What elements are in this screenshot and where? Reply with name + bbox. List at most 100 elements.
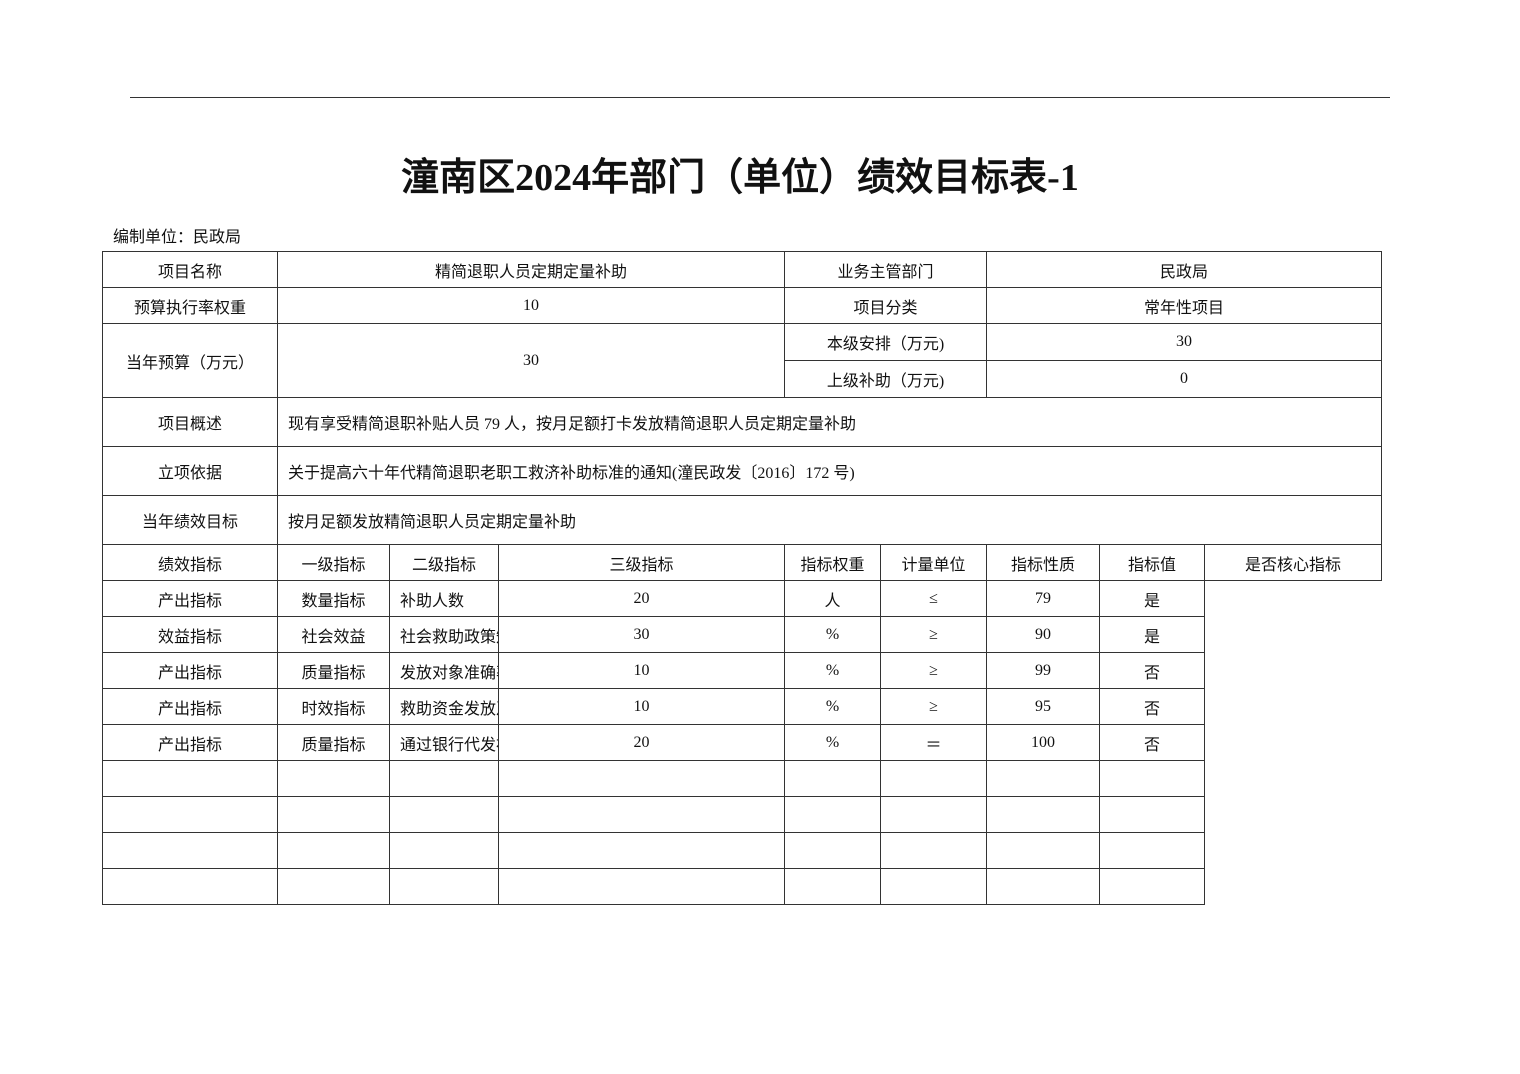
indicator-cell: % [784, 616, 882, 653]
goal-label: 当年绩效目标 [102, 495, 278, 545]
budget: 30 [276, 323, 786, 398]
dept: 民政局 [986, 251, 1383, 288]
indicator-cell: 质量指标 [277, 652, 390, 689]
indicator-cell: 社会效益 [277, 616, 390, 653]
indicator-cell: 补助人数 [389, 580, 499, 617]
indicator-cell [1099, 796, 1206, 833]
indicators-label: 绩效指标 [102, 544, 278, 581]
indicator-cell: 99 [986, 652, 1101, 689]
indicator-cell [784, 832, 882, 869]
weight: 10 [276, 287, 786, 324]
indicator-cell: 效益指标 [102, 616, 278, 653]
indicator-cell: 产出指标 [102, 688, 278, 725]
indicator-cell [277, 796, 390, 833]
indicator-cell: 90 [986, 616, 1101, 653]
goal: 按月足额发放精简退职人员定期定量补助 [276, 495, 1383, 545]
indicator-cell [986, 796, 1101, 833]
basis: 关于提高六十年代精简退职老职工救济补助标准的通知(潼民政发〔2016〕172 号… [276, 446, 1383, 496]
indicator-cell: 数量指标 [277, 580, 390, 617]
empty-row [102, 796, 1382, 833]
indicator-cell: 社会救助政策知晓率 [389, 616, 499, 653]
indicator-cell: 79 [986, 580, 1101, 617]
indicator-row: 产出指标时效指标救助资金发放及时率10%≥95否 [102, 688, 1382, 725]
indicator-cell: % [784, 688, 882, 725]
indicator-cell: ≤ [880, 580, 988, 617]
summary: 现有享受精简退职补贴人员 79 人，按月足额打卡发放精简退职人员定期定量补助 [276, 397, 1383, 447]
indicator-cell [880, 796, 988, 833]
header-cell: 计量单位 [880, 544, 988, 581]
header-cell: 指标性质 [986, 544, 1101, 581]
indicator-cell: 30 [497, 616, 786, 653]
indicator-cell: 人 [784, 580, 882, 617]
category: 常年性项目 [986, 287, 1383, 324]
indicator-cell: % [784, 652, 882, 689]
indicator-cell: 否 [1099, 688, 1206, 725]
header-rule [130, 97, 1390, 98]
project-name: 精简退职人员定期定量补助 [276, 251, 786, 288]
header-cell: 指标值 [1099, 544, 1206, 581]
budget-label: 当年预算（万元） [102, 323, 278, 398]
indicator-cell [880, 868, 988, 905]
row-goal: 当年绩效目标 按月足额发放精简退职人员定期定量补助 [102, 495, 1383, 545]
indicator-cell [497, 868, 786, 905]
row-weight: 预算执行率权重 10 项目分类 常年性项目 [102, 287, 1383, 324]
basis-label: 立项依据 [102, 446, 278, 496]
indicator-cell: 20 [497, 724, 786, 761]
local: 30 [986, 323, 1383, 361]
indicator-cell: 是 [1099, 616, 1206, 653]
indicator-cell [1099, 868, 1206, 905]
indicator-cell [277, 760, 390, 797]
summary-label: 项目概述 [102, 397, 278, 447]
indicator-cell: 20 [497, 580, 786, 617]
category-label: 项目分类 [784, 287, 988, 324]
indicator-cell [389, 868, 499, 905]
indicator-cell [497, 832, 786, 869]
empty-row [102, 868, 1382, 905]
indicator-cell: 时效指标 [277, 688, 390, 725]
indicator-cell [277, 832, 390, 869]
indicator-cell [986, 760, 1101, 797]
header-cell: 三级指标 [497, 544, 786, 581]
row-basis: 立项依据 关于提高六十年代精简退职老职工救济补助标准的通知(潼民政发〔2016〕… [102, 446, 1383, 496]
indicator-cell [389, 796, 499, 833]
dept-label: 业务主管部门 [784, 251, 988, 288]
row-project-name: 项目名称 精简退职人员定期定量补助 业务主管部门 民政局 [102, 251, 1383, 288]
row-summary: 项目概述 现有享受精简退职补贴人员 79 人，按月足额打卡发放精简退职人员定期定… [102, 397, 1383, 447]
local-label: 本级安排（万元) [784, 323, 988, 361]
indicator-cell: 产出指标 [102, 652, 278, 689]
indicator-cell [389, 832, 499, 869]
indicator-cell [880, 832, 988, 869]
indicator-cell [102, 760, 278, 797]
indicator-row: 产出指标质量指标发放对象准确率10%≥99否 [102, 652, 1382, 689]
indicator-cell [986, 832, 1101, 869]
empty-row [102, 832, 1382, 869]
indicator-cell [102, 868, 278, 905]
indicator-cell: ≥ [880, 616, 988, 653]
indicator-cell: 救助资金发放及时率 [389, 688, 499, 725]
indicator-cell: 10 [497, 688, 786, 725]
header-cell: 指标权重 [784, 544, 882, 581]
row-budget: 当年预算（万元） 30 本级安排（万元) 30 [102, 323, 1383, 398]
indicator-cell: 否 [1099, 652, 1206, 689]
header-cell: 一级指标 [277, 544, 390, 581]
upper: 0 [986, 360, 1383, 398]
header-cell: 二级指标 [389, 544, 499, 581]
page-title: 潼南区2024年部门（单位）绩效目标表-1 [401, 157, 1079, 199]
indicator-cell [389, 760, 499, 797]
indicator-cell: % [784, 724, 882, 761]
indicator-cell: 100 [986, 724, 1101, 761]
indicator-cell [784, 868, 882, 905]
indicator-cell: 产出指标 [102, 580, 278, 617]
indicator-cell [986, 868, 1101, 905]
indicator-cell: 产出指标 [102, 724, 278, 761]
row-upper: 上级补助（万元) 0 [103, 360, 1383, 398]
compiling-unit: 编制单位：民政局 [113, 229, 242, 246]
indicator-cell [497, 796, 786, 833]
indicator-cell: ＝ [880, 724, 988, 761]
project-name-label: 项目名称 [102, 251, 278, 288]
indicator-cell: 是 [1099, 580, 1206, 617]
indicator-cell [497, 760, 786, 797]
performance-table: 项目名称 精简退职人员定期定量补助 业务主管部门 民政局 预算执行率权重 10 … [102, 251, 1383, 905]
